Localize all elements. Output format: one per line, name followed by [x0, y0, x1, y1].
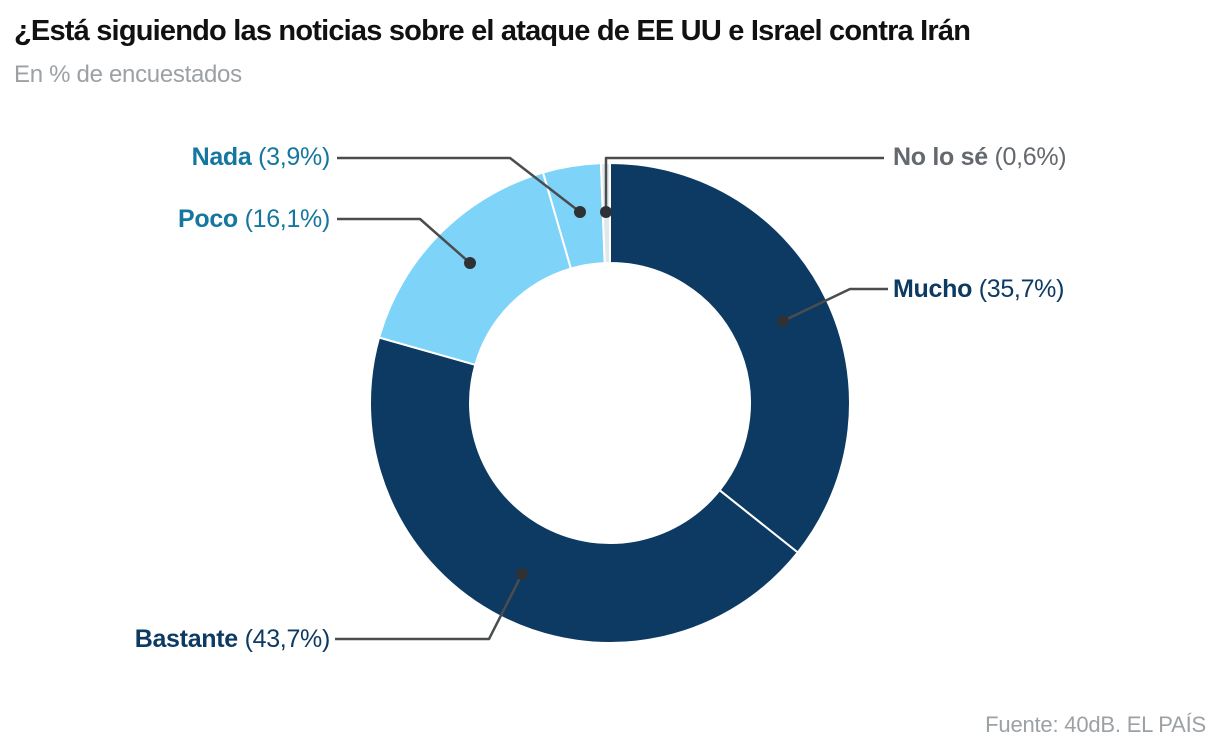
leader-line-nada [337, 156, 581, 213]
donut-segment-mucho [609, 162, 851, 554]
label-poco: Poco (16,1%) [178, 203, 330, 235]
leader-dot-nada [574, 206, 586, 218]
label-bastante: Bastante (43,7%) [134, 623, 331, 655]
label-nada: Nada (3,9%) [191, 141, 331, 173]
donut-segment-poco [378, 171, 572, 366]
leader-line-mucho [782, 287, 888, 323]
leader-dot-no-lo-se [600, 206, 612, 218]
label-poco-name: Poco [177, 205, 238, 233]
chart-title: ¿Está siguiendo las noticias sobre el at… [14, 15, 971, 47]
leader-line-poco [337, 217, 471, 264]
leader-lines [335, 156, 888, 641]
label-poco-value: (16,1%) [244, 205, 331, 233]
donut-segments [369, 161, 851, 645]
label-nada-name: Nada [191, 143, 252, 171]
leader-line-no-lo-se [604, 156, 884, 212]
leader-dots [464, 206, 789, 580]
leader-dot-poco [464, 257, 476, 269]
label-mucho: Mucho (35,7%) [893, 273, 1064, 305]
leader-line-bastante [335, 573, 524, 641]
label-bastante-name: Bastante [134, 625, 239, 653]
label-no-lo-se-value: (0,6%) [994, 143, 1067, 171]
label-no-lo-se-name: No lo sé [893, 143, 988, 171]
chart-subtitle: En % de encuestados [14, 61, 242, 88]
leader-dot-bastante [516, 568, 528, 580]
label-mucho-value: (35,7%) [978, 275, 1065, 303]
label-bastante-value: (43,7%) [244, 625, 331, 653]
source-credit: Fuente: 40dB. EL PAÍS [985, 712, 1206, 737]
leader-dot-mucho [777, 315, 789, 327]
donut-segment-bastante [369, 336, 799, 645]
label-no-lo-se: No lo sé (0,6%) [893, 141, 1067, 173]
label-nada-value: (3,9%) [258, 143, 330, 171]
label-mucho-name: Mucho [893, 275, 973, 303]
